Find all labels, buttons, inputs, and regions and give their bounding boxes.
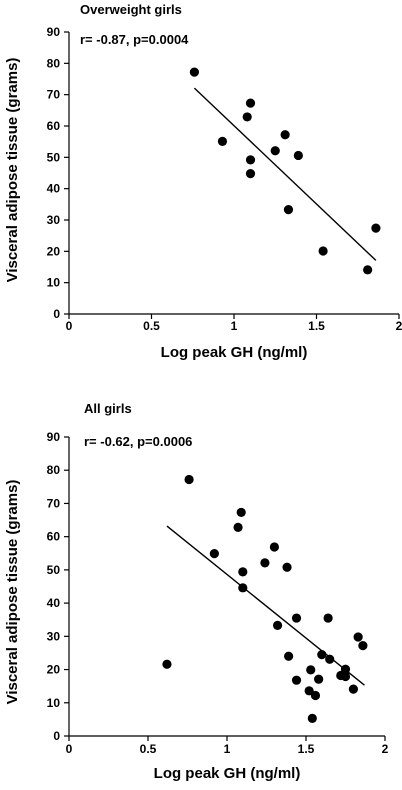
x-tick-label: 2 bbox=[382, 742, 389, 756]
x-tick-label: 1 bbox=[231, 319, 238, 333]
y-tick-label: 10 bbox=[47, 276, 61, 290]
data-point bbox=[238, 567, 248, 577]
data-point bbox=[280, 130, 290, 140]
x-axis-label: Log peak GH (ng/ml) bbox=[161, 344, 308, 361]
x-tick-label: 0.5 bbox=[140, 742, 157, 756]
data-point bbox=[238, 583, 248, 593]
x-tick-label: 0 bbox=[66, 742, 73, 756]
data-point bbox=[269, 542, 279, 552]
x-tick-label: 0 bbox=[66, 319, 73, 333]
y-tick-label: 80 bbox=[47, 56, 61, 70]
data-point bbox=[217, 136, 228, 146]
data-point bbox=[310, 690, 321, 701]
x-tick-label: 2 bbox=[396, 319, 402, 333]
data-point bbox=[291, 675, 302, 685]
y-axis-label: Visceral adipose tissue (grams) bbox=[4, 58, 21, 283]
data-point bbox=[284, 651, 294, 661]
data-point bbox=[242, 112, 252, 122]
x-axis-label: Log peak GH (ng/ml) bbox=[154, 765, 301, 782]
x-tick-label: 0.5 bbox=[143, 319, 160, 333]
data-point bbox=[270, 146, 280, 156]
y-tick-label: 40 bbox=[47, 596, 61, 610]
data-point bbox=[245, 155, 256, 165]
data-point bbox=[314, 674, 324, 684]
stats-annotation: r= -0.62, p=0.0006 bbox=[84, 434, 192, 449]
x-tick-label: 1 bbox=[224, 742, 231, 756]
regression-line bbox=[166, 525, 365, 686]
y-tick-label: 30 bbox=[47, 629, 61, 643]
data-point bbox=[358, 641, 368, 651]
regression-line bbox=[193, 87, 377, 261]
y-tick-label: 20 bbox=[47, 663, 61, 677]
y-tick-label: 80 bbox=[47, 463, 61, 477]
x-tick-label: 1.5 bbox=[308, 319, 325, 333]
data-point bbox=[282, 562, 292, 572]
data-point bbox=[236, 507, 246, 518]
data-point bbox=[340, 664, 351, 674]
y-tick-label: 70 bbox=[47, 496, 61, 510]
data-point bbox=[317, 650, 327, 660]
y-tick-label: 40 bbox=[47, 182, 61, 196]
data-point bbox=[304, 686, 314, 696]
y-tick-label: 0 bbox=[53, 729, 60, 743]
data-point bbox=[353, 632, 363, 642]
y-tick-label: 20 bbox=[47, 244, 61, 258]
data-point bbox=[162, 659, 172, 669]
data-point bbox=[348, 684, 358, 694]
y-tick-label: 50 bbox=[47, 150, 61, 164]
data-point bbox=[184, 474, 194, 485]
y-tick-label: 90 bbox=[47, 25, 61, 39]
data-point bbox=[307, 713, 317, 723]
data-point bbox=[283, 205, 294, 215]
y-tick-label: 0 bbox=[53, 307, 60, 321]
y-tick-label: 10 bbox=[47, 696, 61, 710]
y-tick-label: 50 bbox=[47, 563, 61, 577]
y-tick-label: 30 bbox=[47, 213, 61, 227]
data-point bbox=[260, 558, 270, 568]
data-point bbox=[209, 549, 219, 559]
y-axis-label: Visceral adipose tissue (grams) bbox=[4, 480, 21, 705]
y-tick-label: 60 bbox=[47, 530, 61, 544]
data-point bbox=[340, 671, 351, 682]
data-point bbox=[363, 265, 373, 275]
data-point bbox=[245, 98, 256, 108]
data-point bbox=[323, 613, 333, 623]
data-point bbox=[371, 223, 381, 233]
chart-title: All girls bbox=[84, 401, 132, 416]
x-tick-label: 1.5 bbox=[298, 742, 315, 756]
data-point bbox=[293, 150, 303, 161]
y-tick-label: 90 bbox=[47, 430, 61, 444]
y-tick-label: 60 bbox=[47, 119, 61, 133]
chart-title: Overweight girls bbox=[80, 2, 182, 17]
data-point bbox=[306, 665, 316, 675]
data-point bbox=[318, 246, 328, 256]
y-tick-label: 70 bbox=[47, 88, 61, 102]
data-point bbox=[245, 169, 256, 179]
data-point bbox=[233, 522, 243, 532]
data-point bbox=[272, 620, 283, 630]
data-point bbox=[291, 613, 302, 623]
data-point bbox=[325, 654, 335, 664]
stats-annotation: r= -0.87, p=0.0004 bbox=[80, 32, 189, 47]
data-point bbox=[189, 67, 199, 77]
